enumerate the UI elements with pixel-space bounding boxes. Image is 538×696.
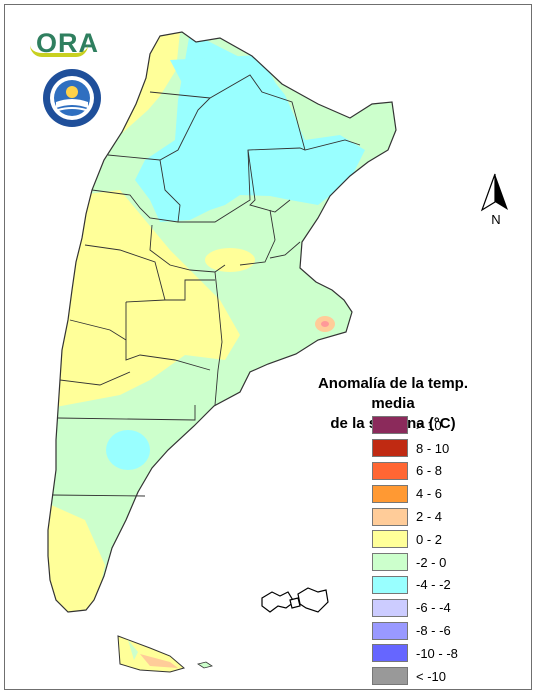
legend-title-line1: Anomalía de la temp. media <box>317 375 469 412</box>
legend-item: 0 - 2 <box>372 528 492 551</box>
legend-item: > 10 <box>372 414 492 437</box>
legend-item: -2 - 0 <box>372 551 492 574</box>
legend-label: -4 - -2 <box>416 577 451 593</box>
legend-label: < -10 <box>416 668 446 684</box>
legend-swatch <box>372 598 408 617</box>
legend-swatch <box>372 507 408 526</box>
legend-item: < -10 <box>372 665 492 688</box>
legend-item: -8 - -6 <box>372 619 492 642</box>
tierra-del-fuego <box>117 635 213 673</box>
legend-label: -2 - 0 <box>416 554 447 570</box>
legend-swatch <box>372 530 408 549</box>
north-label: N <box>491 212 501 227</box>
legend-label: -10 - -8 <box>416 645 458 661</box>
legend-item: 6 - 8 <box>372 460 492 483</box>
legend-item: 4 - 6 <box>372 482 492 505</box>
legend-item: -4 - -2 <box>372 574 492 597</box>
legend-item: -10 - -8 <box>372 642 492 665</box>
legend-item: 2 - 4 <box>372 505 492 528</box>
legend-label: 2 - 4 <box>416 509 443 525</box>
legend-swatch <box>372 667 408 686</box>
legend: > 10 8 - 10 6 - 8 4 - 6 2 - 4 0 - 2 -2 -… <box>372 414 492 688</box>
legend-label: 6 - 8 <box>416 463 443 479</box>
legend-swatch <box>372 575 408 594</box>
legend-label: 4 - 6 <box>416 486 443 502</box>
legend-swatch <box>372 553 408 572</box>
legend-label: -6 - -4 <box>416 600 451 616</box>
province-borders <box>51 74 361 497</box>
ora-logo-swoosh <box>30 45 88 57</box>
legend-swatch <box>372 644 408 663</box>
legend-swatch <box>372 439 408 458</box>
smn-seal-icon <box>43 69 101 127</box>
legend-label: -8 - -6 <box>416 623 451 639</box>
legend-swatch <box>372 621 408 640</box>
legend-label: > 10 <box>416 417 442 433</box>
legend-swatch <box>372 484 408 503</box>
north-arrow-icon <box>480 173 508 212</box>
malvinas-islands <box>261 587 329 613</box>
legend-swatch <box>372 461 408 480</box>
legend-label: 8 - 10 <box>416 440 450 456</box>
legend-swatch <box>372 416 408 435</box>
legend-item: 8 - 10 <box>372 437 492 460</box>
country-border <box>47 31 397 613</box>
legend-label: 0 - 2 <box>416 531 443 547</box>
legend-item: -6 - -4 <box>372 596 492 619</box>
